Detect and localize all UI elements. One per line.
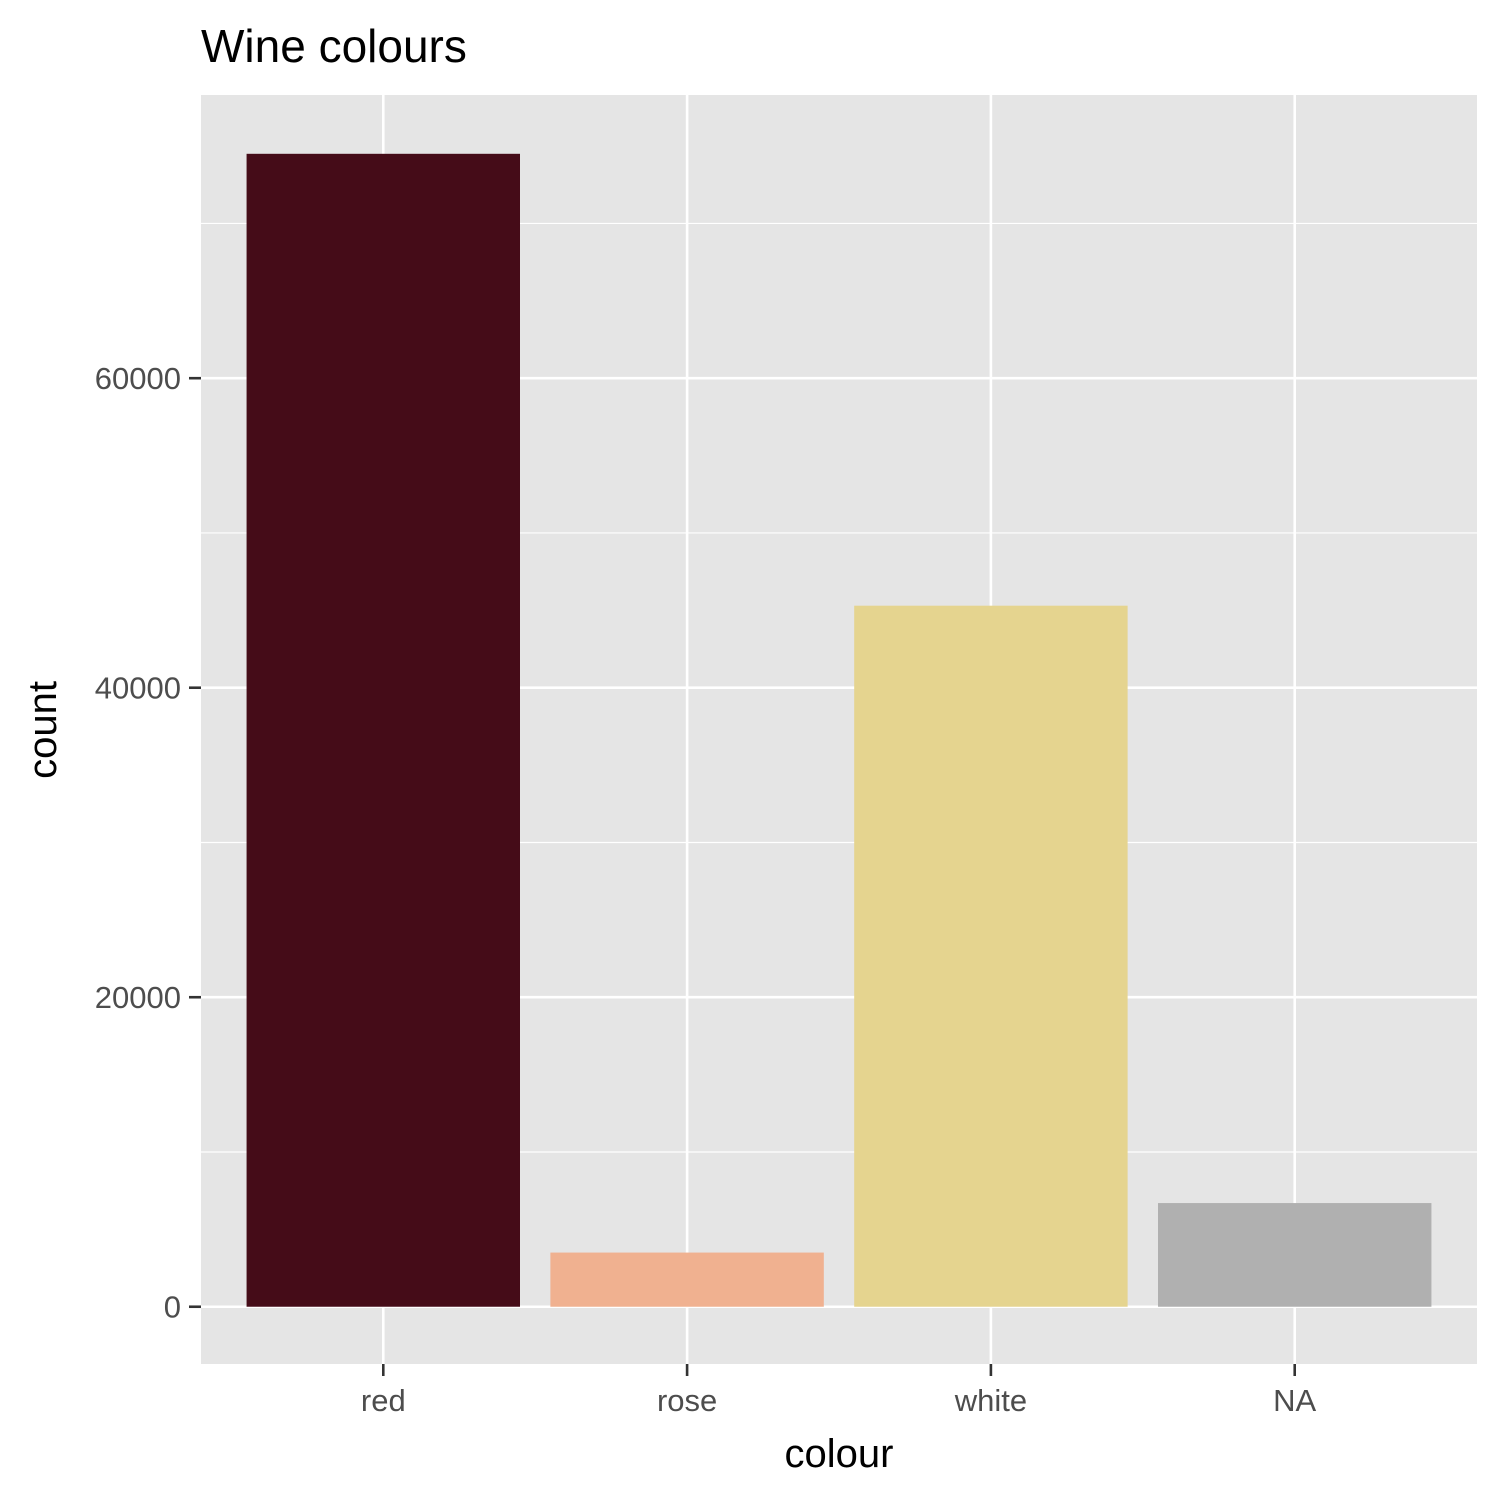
y-axis-title: count — [21, 681, 65, 779]
bars — [246, 153, 1432, 1307]
x-tick-label: rose — [657, 1383, 717, 1418]
y-axis: 0 20000 40000 60000 — [95, 361, 201, 1325]
y-tick-label: 0 — [164, 1290, 181, 1325]
x-axis-title: colour — [785, 1432, 894, 1476]
y-tick-label: 20000 — [95, 980, 181, 1015]
bar-na — [1158, 1203, 1432, 1307]
bar-white — [854, 605, 1128, 1307]
x-axis: red rose white NA — [361, 1364, 1317, 1418]
chart-title: Wine colours — [201, 20, 467, 72]
x-tick-label: red — [361, 1383, 406, 1418]
y-tick-label: 60000 — [95, 361, 181, 396]
bar-rose — [550, 1252, 824, 1307]
y-tick-label: 40000 — [95, 671, 181, 706]
x-tick-label: NA — [1273, 1383, 1316, 1418]
bar-red — [246, 153, 521, 1307]
x-tick-label: white — [954, 1383, 1027, 1418]
